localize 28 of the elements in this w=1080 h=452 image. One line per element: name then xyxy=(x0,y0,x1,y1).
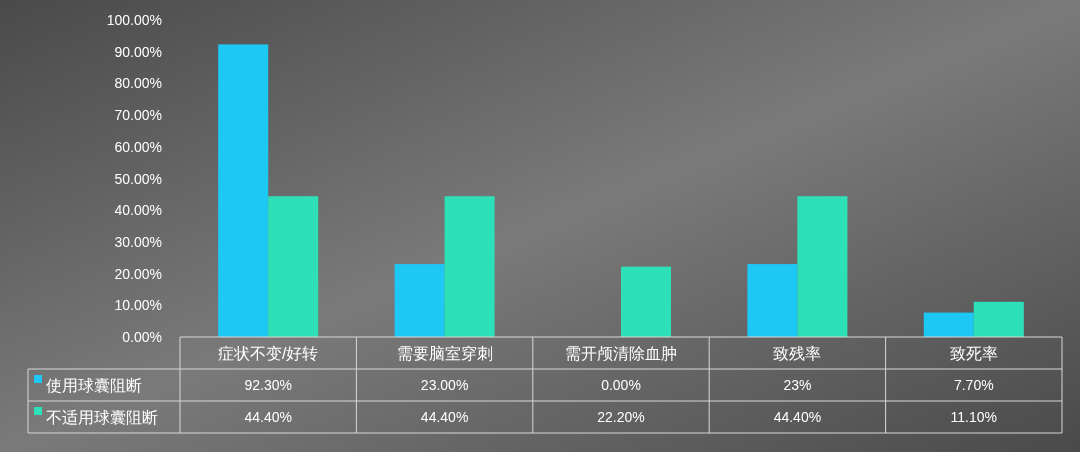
x-tick-label: 症状不变/好转 xyxy=(217,345,319,362)
data-label: 92.30% xyxy=(244,377,292,393)
y-tick-label: 80.00% xyxy=(114,75,162,92)
y-tick-label: 50.00% xyxy=(114,170,162,187)
data-label: 44.40% xyxy=(244,409,292,425)
y-tick-label: 0.00% xyxy=(122,329,162,345)
data-label: 23.00% xyxy=(420,377,469,393)
y-tick-label: 30.00% xyxy=(114,233,162,250)
data-label: 7.70% xyxy=(953,377,994,393)
x-tick-label: 致残率 xyxy=(773,345,822,362)
x-tick-label: 致死率 xyxy=(949,345,998,362)
y-tick-label: 10.00% xyxy=(114,297,162,314)
data-label: 44.40% xyxy=(773,409,822,425)
data-label: 23% xyxy=(783,377,812,393)
data-label: 22.20% xyxy=(597,409,645,425)
legend-label: 使用球囊阻断 xyxy=(46,377,142,394)
x-tick-label: 需要脑室穿刺 xyxy=(396,345,493,362)
y-tick-label: 60.00% xyxy=(114,138,162,155)
data-label: 11.10% xyxy=(950,409,998,425)
data-label: 0.00% xyxy=(601,377,641,393)
data-label: 44.40% xyxy=(420,409,469,425)
y-tick-label: 40.00% xyxy=(114,202,162,219)
y-tick-label: 100.00% xyxy=(106,12,162,28)
y-tick-label: 90.00% xyxy=(114,43,162,60)
legend-label: 不适用球囊阻断 xyxy=(46,409,158,426)
x-tick-label: 需开颅清除血肿 xyxy=(565,345,677,362)
y-tick-label: 70.00% xyxy=(114,107,162,124)
y-tick-label: 20.00% xyxy=(114,265,162,282)
